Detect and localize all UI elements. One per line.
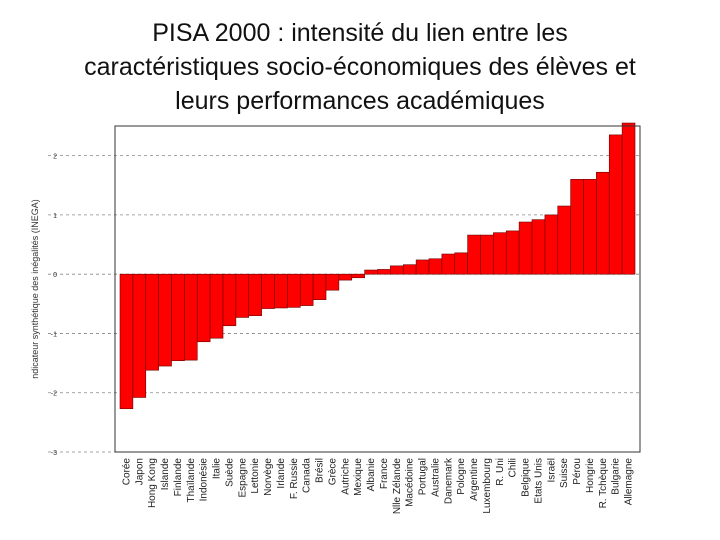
bar [390, 265, 404, 275]
bar [570, 179, 584, 275]
plot-frame [114, 125, 641, 453]
bar [274, 273, 288, 309]
category-label: Belgique [521, 458, 532, 497]
category-label: Corée [121, 458, 132, 486]
title-line-3: leurs performances académiques [175, 87, 545, 115]
bar [364, 269, 378, 275]
bar [557, 205, 571, 275]
y-tick-label: -1 [51, 331, 57, 338]
category-label: Lettonie [250, 458, 261, 494]
category-label: R. Tchèque [598, 458, 609, 509]
bar [608, 134, 623, 275]
category-label: Suisse [559, 458, 570, 488]
category-label: Israël [546, 458, 557, 482]
bar [428, 258, 443, 275]
category-label: Nlle Zélande [392, 458, 403, 515]
bars [119, 122, 636, 410]
category-label: Portugal [418, 458, 429, 495]
bar [261, 273, 275, 309]
bar [209, 273, 224, 339]
bar [518, 221, 533, 275]
y-tick-label: 0 [53, 272, 57, 279]
title-line-1: PISA 2000 : intensité du lien entre les [152, 19, 568, 47]
bar [145, 273, 159, 371]
y-tick-label: 1 [53, 213, 57, 220]
bar [596, 171, 610, 275]
bar [441, 253, 456, 275]
category-label: Norvège [263, 458, 274, 496]
bar [493, 232, 507, 275]
bar [325, 273, 340, 291]
bar [402, 264, 417, 275]
category-label: Bulgarie [611, 458, 622, 495]
bar [531, 219, 546, 275]
category-label: Allemagne [624, 458, 635, 506]
y-tick-label: 2 [53, 154, 57, 161]
bar [132, 273, 147, 398]
title-line-2: caractéristiques socio-économiques des é… [84, 53, 636, 81]
category-label: Suède [224, 458, 235, 487]
category-label: Australie [430, 458, 441, 497]
category-label: France [379, 458, 390, 490]
slide-title: PISA 2000 : intensité du lien entre les … [0, 16, 720, 118]
category-label: Chili [508, 458, 519, 477]
category-label: Argentine [469, 458, 480, 501]
category-label: Islande [160, 458, 171, 491]
category-label: Finlande [173, 458, 184, 497]
bar [467, 234, 481, 275]
bar [351, 273, 365, 279]
bar [312, 273, 327, 300]
category-label: Brésil [315, 458, 326, 483]
category-label: Espagne [237, 458, 248, 498]
bar [505, 230, 520, 275]
category-label: Pérou [572, 458, 583, 485]
bar [377, 269, 391, 275]
bar [171, 273, 185, 362]
category-label: Thaïlande [186, 458, 197, 503]
bar [583, 179, 597, 275]
category-label: Macédoine [405, 458, 416, 507]
bar [480, 234, 494, 275]
category-label: Indonésie [199, 458, 210, 502]
bar [415, 259, 430, 275]
bar [196, 273, 211, 343]
bar [544, 214, 559, 275]
y-tick-label: -3 [51, 450, 57, 457]
category-label: Autriche [340, 458, 351, 495]
category-label: Hong Kong [147, 458, 158, 508]
category-label: Pologne [456, 458, 467, 495]
category-label: Grèce [327, 458, 338, 486]
x-axis-categories: Corée Japon Hong Kong Islande Finlande Thaïla… [121, 457, 634, 514]
category-label: Canada [302, 458, 313, 493]
bar [158, 273, 172, 367]
y-axis-label: ndicateur synthétique des inégalités (IN… [30, 199, 40, 379]
bar [299, 273, 314, 306]
bar [248, 273, 262, 316]
bar [454, 252, 468, 275]
bar [184, 273, 198, 361]
bar [222, 273, 237, 327]
category-label: Mexique [353, 458, 364, 496]
category-label: Danemark [443, 457, 454, 504]
category-label: Hongrie [585, 458, 596, 493]
bar [621, 122, 636, 275]
bar [235, 273, 250, 318]
category-label: Albanie [366, 458, 377, 492]
bar [119, 273, 134, 410]
category-label: Irlande [276, 458, 287, 489]
category-label: Japon [134, 458, 145, 485]
category-label: Etats Unis [533, 458, 544, 504]
category-label: R. Uni [495, 458, 506, 486]
bar [287, 273, 301, 308]
category-label: Luxembourg [482, 458, 493, 514]
y-tick-label: -2 [51, 391, 57, 398]
category-label: Italie [212, 458, 223, 480]
y-axis-ticks: -3 -2 -1 0 1 2 [51, 154, 57, 457]
bar [338, 273, 353, 281]
category-label: F. Russie [289, 458, 300, 500]
